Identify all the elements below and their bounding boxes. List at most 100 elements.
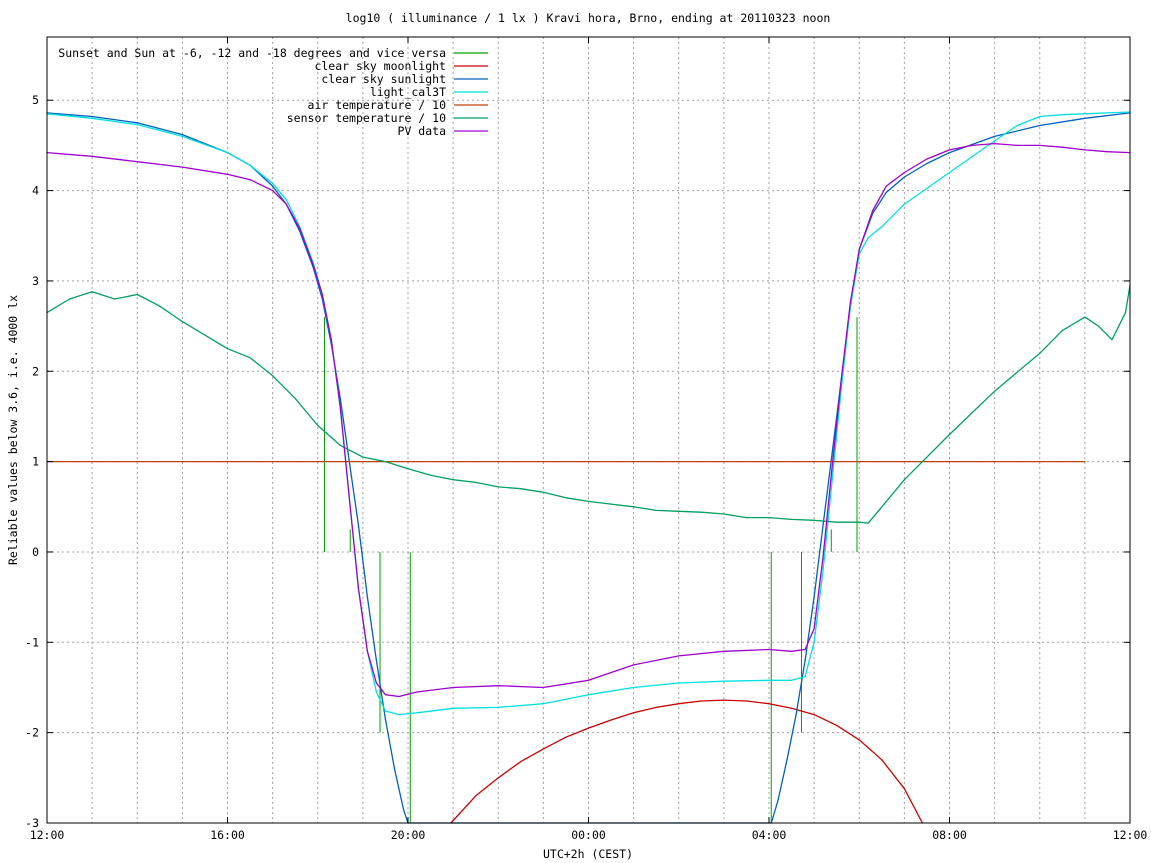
y-tick-label: 3 (32, 274, 39, 288)
data-point (867, 522, 869, 524)
data-point (272, 182, 274, 184)
data-point (700, 700, 702, 702)
data-point (272, 185, 274, 187)
data-point (1124, 311, 1127, 314)
data-point (926, 162, 928, 165)
data-point (790, 650, 793, 652)
data-point (745, 517, 748, 519)
data-point (136, 293, 138, 296)
data-point (1039, 144, 1041, 147)
data-point (272, 375, 274, 377)
data-point (91, 115, 93, 118)
x-tick-label: 12:00 (1113, 828, 1148, 842)
data-point (678, 703, 680, 705)
data-point (416, 712, 418, 714)
data-point (790, 679, 793, 681)
data-point (1061, 330, 1063, 332)
data-point (836, 724, 838, 727)
data-point (366, 596, 368, 598)
data-point (994, 143, 996, 145)
data-point (475, 795, 477, 797)
data-point (836, 521, 838, 523)
data-point (181, 166, 183, 168)
data-point (565, 736, 567, 738)
legend-label: Sunset and Sun at -6, -12 and -18 degree… (58, 46, 446, 60)
data-point (520, 760, 522, 763)
data-point (678, 510, 680, 512)
data-point (159, 305, 161, 307)
data-point (1084, 113, 1086, 115)
data-point (881, 226, 883, 228)
data-point (249, 179, 251, 181)
data-point (91, 291, 93, 293)
data-point (1016, 124, 1018, 127)
x-tick-label: 08:00 (932, 828, 967, 842)
axis-ticks: -3 -2 -1 0 1 2 3 4 5 12:00 16:00 20:00 00:00 04:00 08:… (25, 37, 1147, 842)
data-point (885, 185, 887, 187)
data-point (745, 700, 748, 702)
data-point (831, 479, 833, 481)
data-point (348, 497, 350, 499)
data-point (272, 189, 274, 192)
data-point (903, 203, 905, 205)
data-point (542, 686, 544, 689)
data-point (1039, 115, 1041, 118)
data-point (362, 456, 364, 458)
data-point (804, 676, 806, 678)
data-point (226, 173, 229, 175)
data-point (398, 695, 400, 698)
data-point (339, 444, 341, 446)
data-point (813, 628, 815, 630)
data-point (520, 488, 522, 490)
data-point (858, 521, 860, 523)
data-point (840, 379, 842, 381)
data-point (375, 659, 378, 661)
data-point (204, 334, 206, 336)
x-tick-label: 16:00 (210, 828, 245, 842)
data-point (849, 302, 851, 305)
data-point (831, 451, 833, 454)
data-point (497, 777, 499, 779)
data-point (357, 587, 359, 589)
data-point (994, 135, 996, 137)
data-point (610, 719, 612, 721)
data-point (948, 171, 951, 174)
data-point (398, 713, 400, 716)
data-point (68, 298, 71, 300)
data-point (299, 227, 301, 230)
data-point (633, 712, 635, 714)
data-point (181, 320, 183, 323)
data-point (375, 682, 378, 684)
data-point (872, 209, 874, 212)
data-point (867, 236, 869, 239)
y-tick-label: 4 (32, 184, 39, 198)
data-point (339, 397, 341, 399)
data-point (881, 759, 883, 761)
y-tick-label: 1 (32, 455, 39, 469)
data-point (136, 122, 138, 124)
data-point (136, 161, 138, 163)
data-point (813, 596, 815, 598)
data-point (136, 124, 138, 126)
data-point (587, 679, 590, 681)
data-point (384, 461, 387, 463)
data-point (813, 641, 815, 643)
data-point (813, 519, 815, 521)
data-point (948, 149, 951, 151)
data-point (429, 474, 432, 476)
data-point (330, 339, 332, 341)
x-tick-label: 04:00 (752, 828, 787, 842)
data-point (181, 135, 183, 137)
data-point (114, 298, 116, 300)
data-point (678, 655, 680, 657)
grid (47, 37, 1130, 823)
data-point (903, 171, 905, 174)
data-point (1039, 352, 1041, 354)
data-point (831, 465, 833, 467)
data-point (497, 685, 499, 687)
data-point (384, 710, 387, 712)
data-point (542, 491, 544, 493)
data-point (768, 703, 770, 705)
data-point (678, 682, 680, 684)
